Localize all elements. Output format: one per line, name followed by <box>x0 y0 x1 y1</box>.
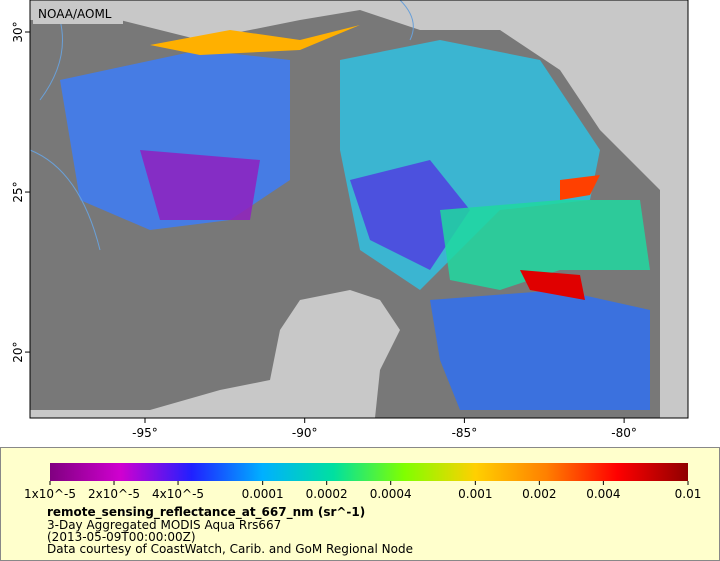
colorbar-tick-label: 0.001 <box>458 487 492 501</box>
map-frame <box>29 0 689 419</box>
lat-tick-label: 30° <box>11 21 25 42</box>
credit-box <box>33 2 123 24</box>
legend-dataset: 3-Day Aggregated MODIS Aqua Rrs667 <box>47 518 281 532</box>
credit: NOAA/AOML <box>38 7 112 21</box>
coastal-high <box>520 270 585 300</box>
colorbar-tick-label: 0.002 <box>522 487 556 501</box>
river <box>29 0 414 251</box>
lat-tick-label: 25° <box>11 181 25 202</box>
coastal-high <box>150 25 360 55</box>
legend-source: Data courtesy of CoastWatch, Carib. and … <box>47 542 413 556</box>
coastal-high <box>560 175 600 200</box>
colorbar-tick-label: 0.01 <box>675 487 702 501</box>
lon-tick-label: -95° <box>132 426 158 440</box>
legend-variable: remote_sensing_reflectance_at_667_nm (sr… <box>47 505 365 520</box>
reflectance-patch <box>350 160 470 270</box>
lon-tick-label: -90° <box>292 426 318 440</box>
colorbar-tick-label: 1x10^-5 <box>24 487 76 501</box>
reflectance-patch <box>440 200 650 290</box>
colorbar-tick-label: 0.0002 <box>306 487 348 501</box>
lon-tick-label: -85° <box>452 426 478 440</box>
colorbar-tick-label: 0.0001 <box>242 487 284 501</box>
lat-tick-label: 20° <box>11 341 25 362</box>
colorbar-tick-label: 4x10^-5 <box>152 487 204 501</box>
colorbar-tick-label: 0.0004 <box>370 487 412 501</box>
reflectance-patch <box>430 290 650 410</box>
colorbar-tick-label: 0.004 <box>586 487 620 501</box>
lon-tick-label: -80° <box>611 426 637 440</box>
reflectance-patch <box>140 150 260 220</box>
legend-time: (2013-05-09T00:00:00Z) <box>47 530 196 544</box>
colorbar-tick-label: 2x10^-5 <box>88 487 140 501</box>
colorbar <box>50 463 688 481</box>
